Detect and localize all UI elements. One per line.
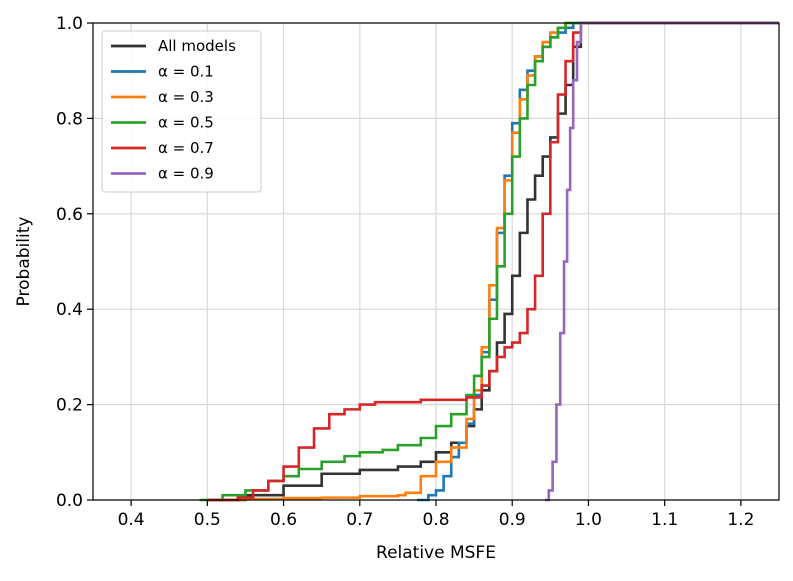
x-tick-label: 0.9: [499, 510, 526, 530]
series-layer: [199, 21, 779, 502]
legend-label: α = 0.7: [158, 139, 214, 157]
x-tick-label: 0.6: [270, 510, 297, 530]
x-axis-label: Relative MSFE: [376, 543, 496, 563]
x-tick-label: 0.7: [346, 510, 373, 530]
y-tick-label: 0.2: [56, 396, 83, 416]
y-axis-label: Probability: [14, 217, 34, 307]
y-tick-label: 0.4: [56, 300, 83, 320]
y-tick-label: 1.0: [56, 14, 83, 34]
series-line: [545, 21, 779, 502]
legend-label: α = 0.9: [158, 165, 214, 183]
x-tick-label: 1.1: [651, 510, 678, 530]
ticks: 0.4 0.5 0.6 0.7 0.8 0.9 1.0 1.1 1.2 0.0 0.2 0.4 0.6 0…: [56, 14, 754, 530]
series-line: [207, 21, 779, 502]
y-tick-label: 0.6: [56, 205, 83, 225]
legend: All models α = 0.1 α = 0.3 α = 0.5 α = 0.7 α …: [101, 30, 262, 193]
legend-label: All models: [158, 37, 236, 55]
x-tick-label: 0.4: [118, 510, 145, 530]
x-tick-label: 0.8: [422, 510, 449, 530]
legend-label: α = 0.3: [158, 88, 214, 106]
x-tick-label: 0.5: [194, 510, 221, 530]
legend-label: α = 0.5: [158, 114, 214, 132]
legend-label: α = 0.1: [158, 63, 214, 81]
y-tick-label: 0.0: [56, 491, 83, 511]
series-line: [199, 21, 779, 502]
y-tick-label: 0.8: [56, 109, 83, 129]
x-tick-label: 1.0: [575, 510, 602, 530]
x-tick-label: 1.2: [727, 510, 754, 530]
